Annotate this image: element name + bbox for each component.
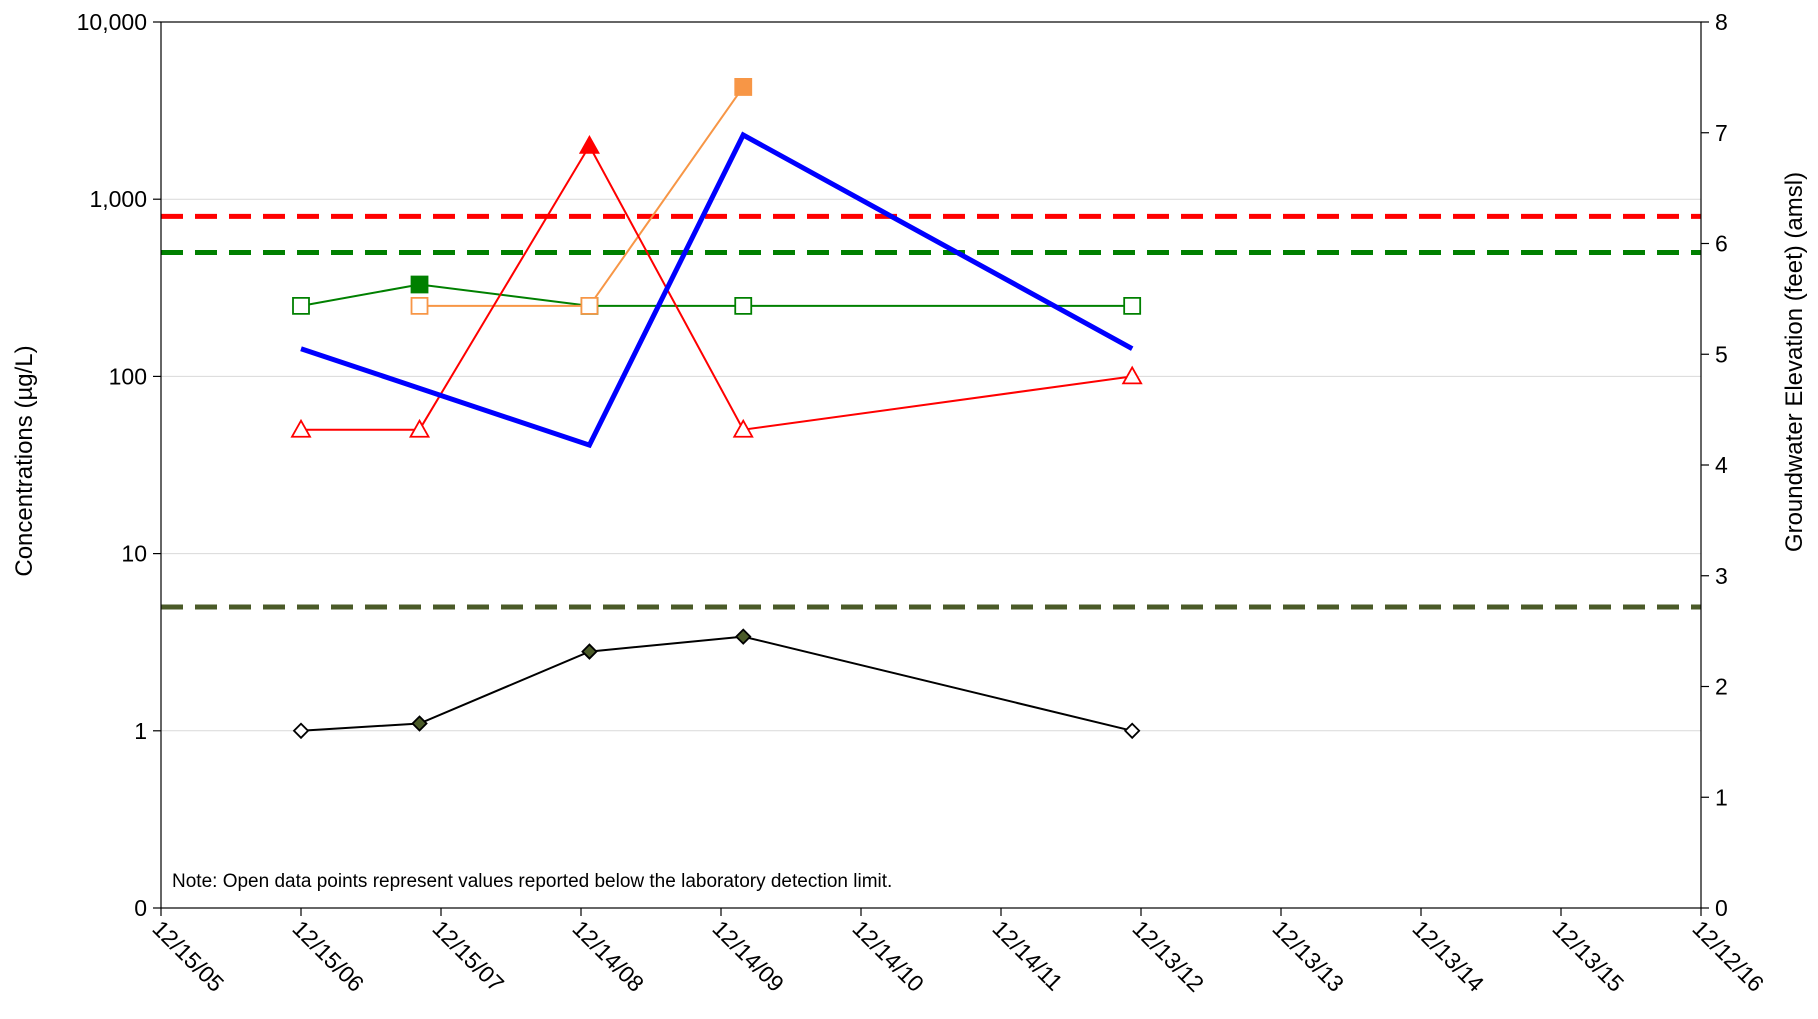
right-tick-label: 4 [1715, 452, 1728, 478]
x-tick-label: 12/14/08 [567, 915, 649, 997]
data-point [580, 296, 599, 315]
data-point [290, 418, 312, 438]
right-tick-label: 5 [1715, 341, 1728, 367]
data-point [411, 715, 428, 732]
x-tick-label: 12/14/10 [847, 915, 929, 997]
data-point [734, 628, 752, 645]
plot-frame [160, 21, 1702, 909]
data-point [578, 135, 600, 154]
data-point [1121, 365, 1143, 385]
right-axis-ticks: 0 1 2 3 4 5 6 7 8 [1701, 9, 1728, 921]
data-point [581, 643, 598, 660]
data-point [1123, 296, 1142, 315]
x-tick-label: 12/14/09 [707, 915, 789, 997]
right-tick-label: 8 [1715, 9, 1728, 35]
left-tick-label: 10,000 [77, 9, 147, 35]
x-tick-label: 12/15/05 [147, 915, 229, 997]
x-tick-label: 12/13/14 [1407, 915, 1489, 997]
left-tick-label: 10 [121, 541, 147, 567]
left-axis-ticks: 0 1 10 100 1,000 10,000 [77, 9, 161, 921]
right-tick-label: 7 [1715, 120, 1728, 146]
data-point [410, 275, 429, 294]
plot-border [160, 21, 1702, 909]
x-tick-label: 12/12/16 [1687, 915, 1769, 997]
series-line [300, 635, 1133, 732]
series-line [419, 86, 745, 307]
series-line [300, 131, 1134, 449]
x-axis-ticks: 12/15/05 12/15/06 12/15/07 12/14/08 12/14/09… [147, 908, 1769, 997]
series-markers [290, 78, 1143, 740]
x-tick-label: 12/14/11 [987, 915, 1067, 995]
left-tick-label: 100 [109, 363, 147, 389]
left-tick-label: 1 [134, 718, 147, 744]
right-tick-label: 1 [1715, 784, 1728, 810]
left-tick-label: 1,000 [89, 186, 147, 212]
chart-note: Note: Open data points represent values … [172, 871, 892, 892]
right-tick-label: 2 [1715, 674, 1728, 700]
data-point [292, 296, 310, 315]
data-point [732, 418, 754, 438]
gridlines [161, 198, 1701, 732]
x-tick-label: 12/13/13 [1267, 915, 1349, 997]
right-tick-label: 0 [1715, 895, 1728, 921]
series-lines [300, 86, 1134, 732]
x-tick-label: 12/15/07 [427, 915, 509, 997]
data-point [410, 296, 429, 315]
right-axis-title: Groundwater Elevation (feet) (amsl) [1781, 172, 1808, 552]
data-point [734, 296, 753, 315]
left-tick-label: 0 [134, 895, 147, 921]
data-point [1123, 722, 1141, 740]
x-tick-label: 12/13/12 [1127, 915, 1209, 997]
x-tick-label: 12/15/06 [287, 915, 369, 997]
data-point [292, 722, 310, 740]
data-point [408, 418, 431, 438]
x-tick-label: 12/13/15 [1547, 915, 1629, 997]
right-tick-label: 6 [1715, 231, 1728, 257]
data-point [734, 78, 753, 96]
reference-lines [161, 213, 1701, 610]
left-axis-title: Concentrations (µg/L) [11, 345, 38, 576]
right-tick-label: 3 [1715, 563, 1728, 589]
